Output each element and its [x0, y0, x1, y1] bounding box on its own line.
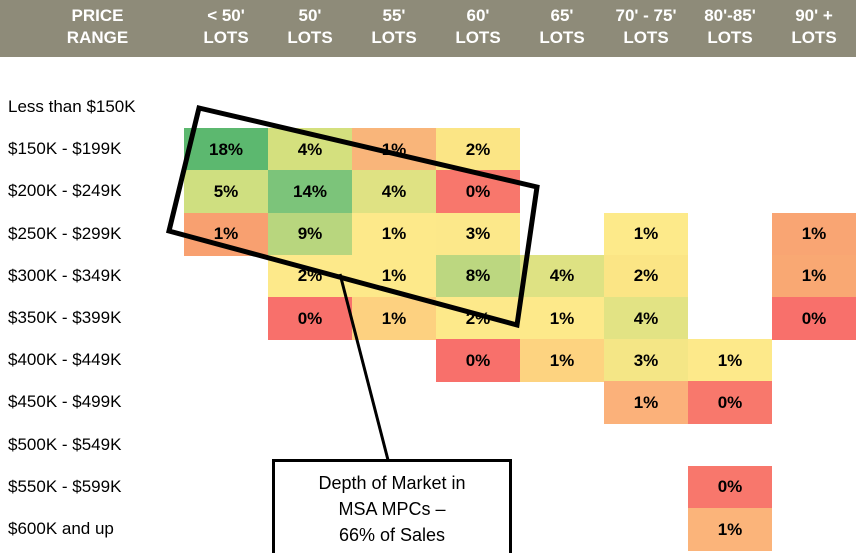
header-row-label-line: RANGE — [66, 28, 129, 47]
header-column-line: LOTS — [371, 28, 417, 47]
heat-cell: 1% — [604, 381, 688, 425]
header-column-line: LOTS — [287, 28, 333, 47]
row-label: $600K and up — [8, 519, 114, 538]
header-column-line: 55' — [382, 6, 406, 25]
highlight-box — [165, 105, 540, 329]
row-label: $450K - $499K — [8, 392, 122, 412]
heat-cell: 1% — [520, 297, 604, 340]
heat-cell: 3% — [436, 212, 520, 256]
heat-cell: 1% — [604, 212, 688, 256]
heat-cell: 0% — [772, 297, 856, 340]
row-label: $300K - $349K — [8, 265, 122, 285]
row-label: $150K - $199K — [8, 139, 122, 159]
heat-cell: 1% — [688, 508, 772, 551]
header-column: 60' LOTS — [436, 5, 520, 49]
heat-cell: 0% — [688, 381, 772, 425]
row-label: $500K - $549K — [8, 434, 122, 454]
heat-cell: 2% — [436, 128, 520, 172]
callout-line — [338, 273, 390, 461]
callout-box-line: Depth of Market in — [318, 473, 466, 493]
header-column-line: < 50' — [207, 6, 245, 25]
row-label: $250K - $299K — [8, 223, 122, 243]
heat-cell: 9% — [268, 212, 352, 256]
heat-cell: 4% — [520, 254, 604, 298]
heat-cell: 3% — [604, 339, 688, 383]
heat-cell: 2% — [436, 297, 520, 340]
heat-cell: 18% — [184, 128, 268, 172]
header-column-line: LOTS — [707, 28, 753, 47]
header-column-line: LOTS — [791, 28, 837, 47]
header-column-line: 90' + — [795, 6, 833, 25]
heat-cell: 1% — [520, 339, 604, 383]
row-label: Less than $150K — [8, 97, 136, 116]
header-band — [0, 0, 856, 57]
header-column-line: 60' — [466, 6, 490, 25]
header-row-label-line: PRICE — [71, 6, 124, 25]
row-label: $200K - $249K — [8, 181, 122, 201]
header-column: 70' - 75' LOTS — [604, 5, 688, 49]
row-label: $550K - $599K — [8, 476, 122, 496]
header-column-line: LOTS — [539, 28, 585, 47]
heat-cell: 1% — [772, 254, 856, 298]
heat-cell: 4% — [352, 170, 436, 214]
header-column-line: 65' — [550, 6, 574, 25]
row-label: $400K - $449K — [8, 350, 122, 370]
header-column-line: LOTS — [455, 28, 501, 47]
heat-cell: 1% — [688, 339, 772, 383]
heat-cell: 5% — [184, 170, 268, 214]
heat-cell: 1% — [352, 297, 436, 340]
heat-cell: 14% — [268, 170, 352, 214]
callout-box-line: MSA MPCs – — [338, 499, 446, 519]
header-column-line: 80'-85' — [704, 6, 756, 25]
header-column: < 50' LOTS — [184, 5, 268, 49]
callout-box-line: 66% of Sales — [338, 525, 446, 545]
heat-cell: 1% — [352, 128, 436, 172]
heat-cell: 0% — [688, 465, 772, 509]
header-column-line: LOTS — [203, 28, 249, 47]
heat-cell: 0% — [268, 297, 352, 340]
header-column: 55' LOTS — [352, 5, 436, 49]
heat-cell: 1% — [772, 212, 856, 256]
heat-cell: 8% — [436, 254, 520, 298]
header-column: 90' + LOTS — [772, 5, 856, 49]
header-column-line: 70' - 75' — [615, 6, 677, 25]
header-column: 80'-85' LOTS — [688, 5, 772, 49]
header-column: 65' LOTS — [520, 5, 604, 49]
heat-cell: 4% — [604, 297, 688, 340]
heat-cell: 0% — [436, 339, 520, 383]
header-column: 50' LOTS — [268, 5, 352, 49]
header-row-label: PRICE RANGE — [30, 5, 165, 49]
header-column-line: 50' — [298, 6, 322, 25]
row-label: $350K - $399K — [8, 308, 122, 327]
heat-cell: 2% — [604, 254, 688, 298]
callout-box: Depth of Market in MSA MPCs – 66% of Sales — [272, 459, 512, 553]
heat-cell: 1% — [352, 212, 436, 256]
header-column-line: LOTS — [623, 28, 669, 47]
